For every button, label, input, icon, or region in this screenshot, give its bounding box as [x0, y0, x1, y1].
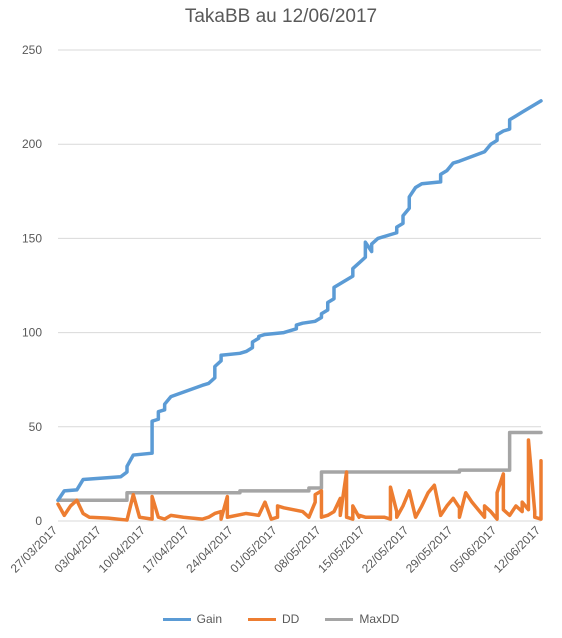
x-tick-label: 12/06/2017 — [491, 523, 544, 576]
series-line-maxdd — [56, 430, 543, 503]
y-tick-label: 100 — [22, 326, 42, 340]
legend-swatch — [248, 617, 276, 621]
y-tick-label: 150 — [22, 231, 42, 245]
chart-legend: Gain DD MaxDD — [0, 612, 562, 626]
legend-label: DD — [282, 612, 300, 626]
series-lines — [56, 99, 543, 522]
chart-title: TakaBB au 12/06/2017 — [184, 6, 378, 27]
y-tick-label: 250 — [22, 43, 42, 57]
gridlines — [58, 49, 541, 428]
y-tick-label: 0 — [35, 514, 42, 528]
x-axis-tick-labels: 27/03/201703/04/201710/04/201717/04/2017… — [8, 523, 544, 576]
y-tick-label: 200 — [22, 137, 42, 151]
series-line-dd — [56, 438, 543, 522]
y-axis-tick-labels: 0 50 100 150 200 250 — [22, 43, 42, 528]
legend-item-maxdd: MaxDD — [325, 612, 399, 626]
legend-swatch — [162, 617, 191, 621]
y-tick-label: 50 — [29, 420, 43, 434]
series-line-gain — [56, 99, 543, 503]
legend-item-dd: DD — [248, 612, 299, 626]
legend-label: Gain — [196, 612, 222, 626]
legend-label: MaxDD — [359, 612, 400, 626]
legend-item-gain: Gain — [162, 612, 222, 626]
legend-swatch — [325, 617, 354, 621]
